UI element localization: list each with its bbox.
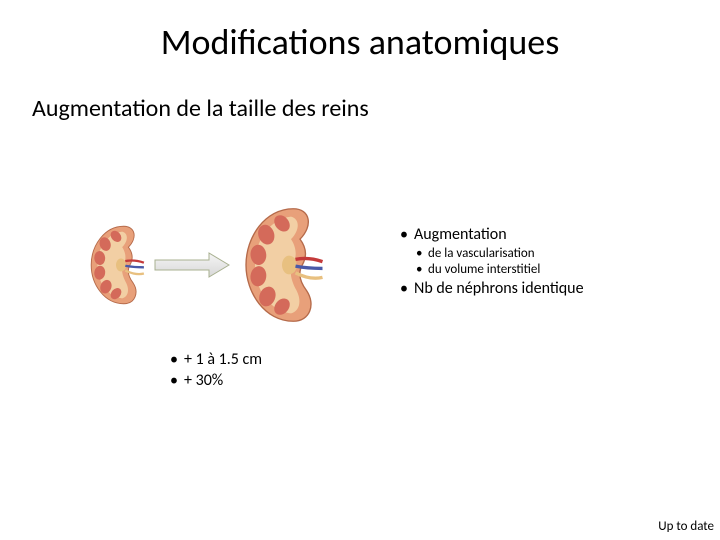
kidney-small [85, 222, 147, 308]
measurements-list: + 1 à 1.5 cm + 30% [170, 350, 262, 392]
list-item: Augmentation [400, 225, 700, 244]
growth-arrow [153, 251, 231, 279]
list-item: Nb de néphrons identique [400, 279, 700, 298]
citation: Up to date [658, 519, 714, 534]
kidney-comparison [85, 200, 355, 330]
slide-subtitle: Augmentation de la taille des reins [0, 64, 720, 123]
kidney-large [237, 203, 327, 327]
list-item: + 30% [170, 371, 262, 392]
list-item: + 1 à 1.5 cm [170, 350, 262, 371]
causes-list: Augmentation de la vascularisation du vo… [400, 225, 700, 300]
list-item: de la vascularisation [400, 246, 700, 262]
slide-title: Modifications anatomiques [0, 0, 720, 64]
list-item: du volume interstitiel [400, 262, 700, 278]
